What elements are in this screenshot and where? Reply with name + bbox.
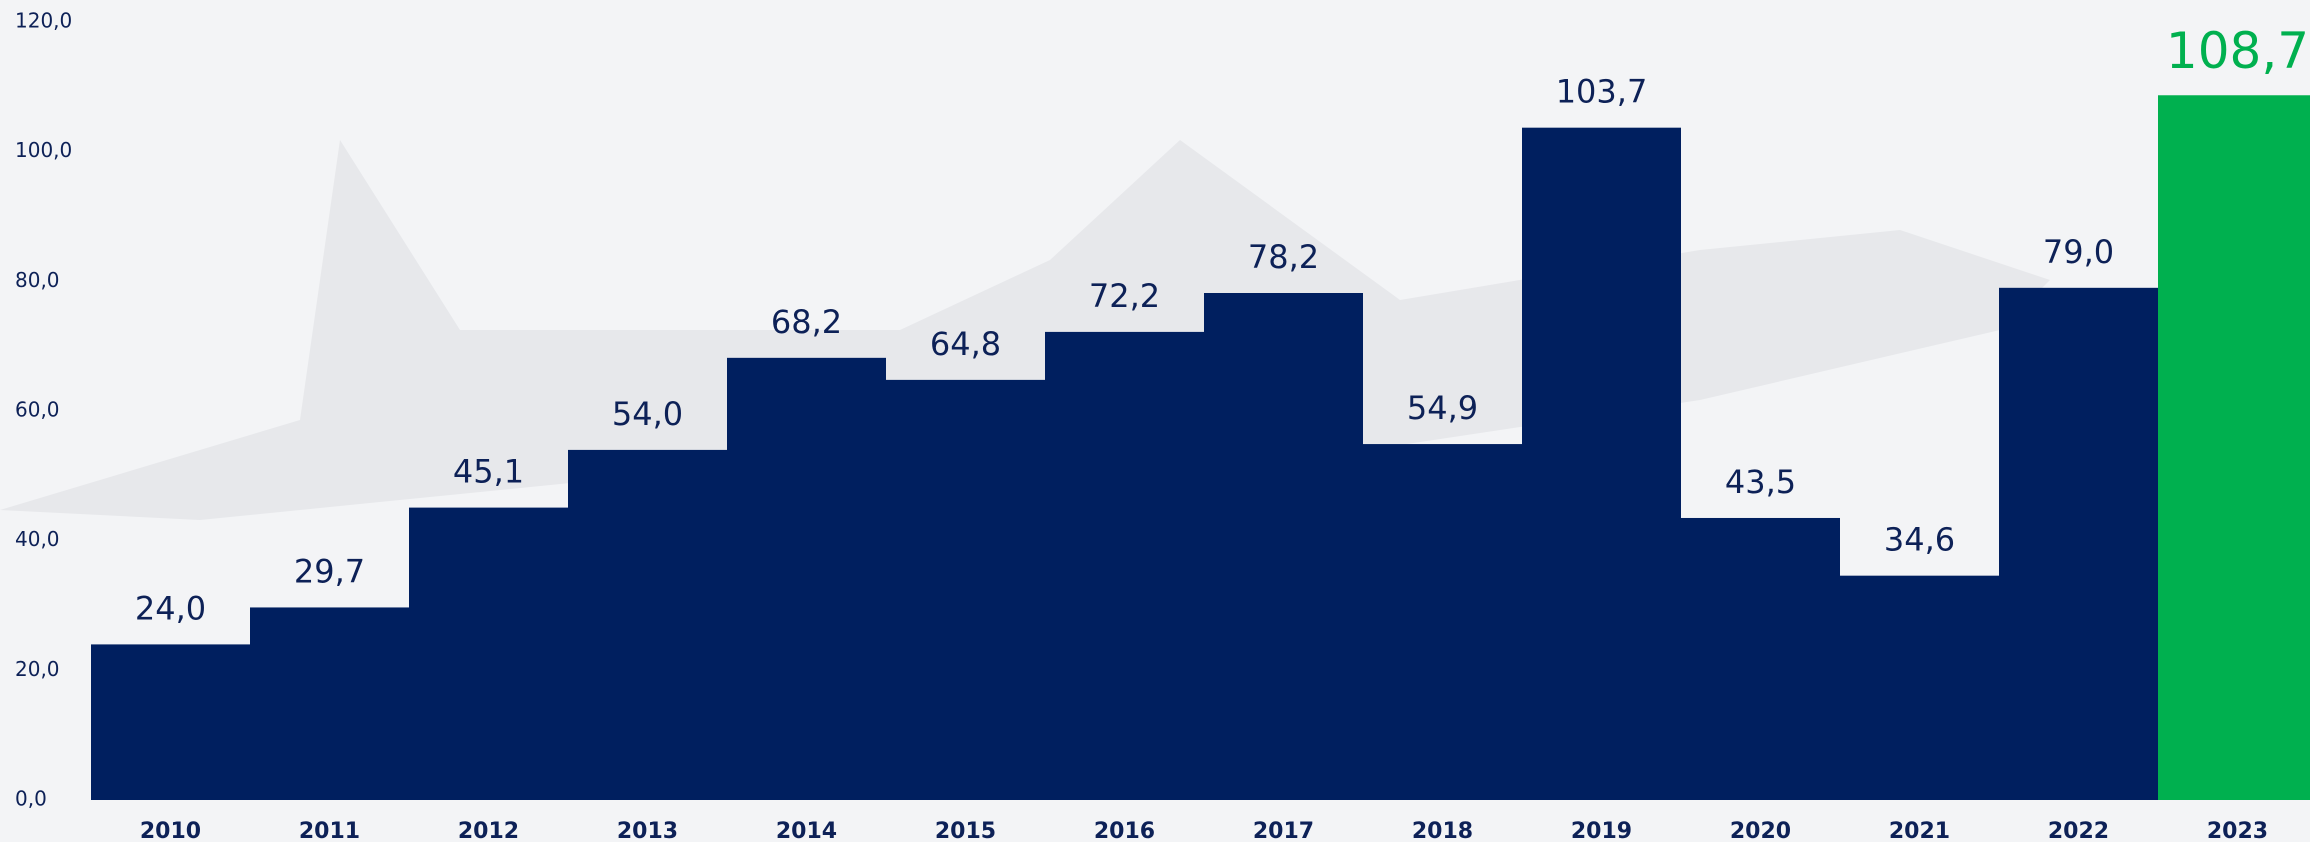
bar bbox=[1999, 287, 2158, 801]
x-tick-label: 2010 bbox=[140, 819, 201, 842]
x-tick-label: 2023 bbox=[2207, 819, 2268, 842]
bar bbox=[2158, 95, 2310, 801]
value-label: 103,7 bbox=[1556, 73, 1648, 111]
y-tick-label: 120,0 bbox=[15, 9, 72, 33]
x-tick-label: 2018 bbox=[1412, 819, 1473, 842]
value-label: 79,0 bbox=[2043, 233, 2114, 271]
x-tick-label: 2017 bbox=[1253, 819, 1314, 842]
background-jets bbox=[0, 140, 2050, 520]
y-tick-label: 0,0 bbox=[15, 787, 47, 811]
bar bbox=[886, 379, 1045, 800]
x-tick-label: 2020 bbox=[1730, 819, 1791, 842]
x-tick-label: 2013 bbox=[617, 819, 678, 842]
value-label: 54,0 bbox=[612, 395, 683, 433]
value-label: 43,5 bbox=[1725, 463, 1796, 501]
bar bbox=[1045, 331, 1204, 800]
x-tick-label: 2011 bbox=[299, 819, 360, 842]
x-tick-label: 2019 bbox=[1571, 819, 1632, 842]
bar bbox=[409, 507, 568, 800]
y-tick-label: 100,0 bbox=[15, 138, 72, 162]
value-label: 24,0 bbox=[135, 589, 206, 627]
value-label: 78,2 bbox=[1248, 238, 1319, 276]
x-tick-label: 2015 bbox=[935, 819, 996, 842]
bar bbox=[1522, 127, 1681, 800]
x-tick-label: 2016 bbox=[1094, 819, 1155, 842]
value-label: 54,9 bbox=[1407, 389, 1478, 427]
value-label: 72,2 bbox=[1089, 277, 1160, 315]
x-tick-label: 2014 bbox=[776, 819, 837, 842]
y-tick-label: 40,0 bbox=[15, 527, 60, 551]
x-tick-label: 2022 bbox=[2048, 819, 2109, 842]
value-label: 68,2 bbox=[771, 303, 842, 341]
y-tick-label: 20,0 bbox=[15, 657, 60, 681]
value-label: 29,7 bbox=[294, 552, 365, 590]
y-tick-label: 60,0 bbox=[15, 398, 60, 422]
value-label: 45,1 bbox=[453, 453, 524, 491]
bar bbox=[727, 357, 886, 800]
value-label: 64,8 bbox=[930, 325, 1001, 363]
x-tick-label: 2012 bbox=[458, 819, 519, 842]
bar bbox=[91, 644, 250, 800]
bar bbox=[1840, 575, 1999, 800]
value-label: 108,7 bbox=[2166, 22, 2309, 80]
y-tick-label: 80,0 bbox=[15, 268, 60, 292]
bar bbox=[1363, 444, 1522, 800]
value-label: 34,6 bbox=[1884, 521, 1955, 559]
bar bbox=[250, 607, 409, 800]
bar bbox=[1681, 517, 1840, 800]
x-tick-label: 2021 bbox=[1889, 819, 1950, 842]
bar bbox=[1204, 293, 1363, 800]
bar bbox=[568, 449, 727, 800]
